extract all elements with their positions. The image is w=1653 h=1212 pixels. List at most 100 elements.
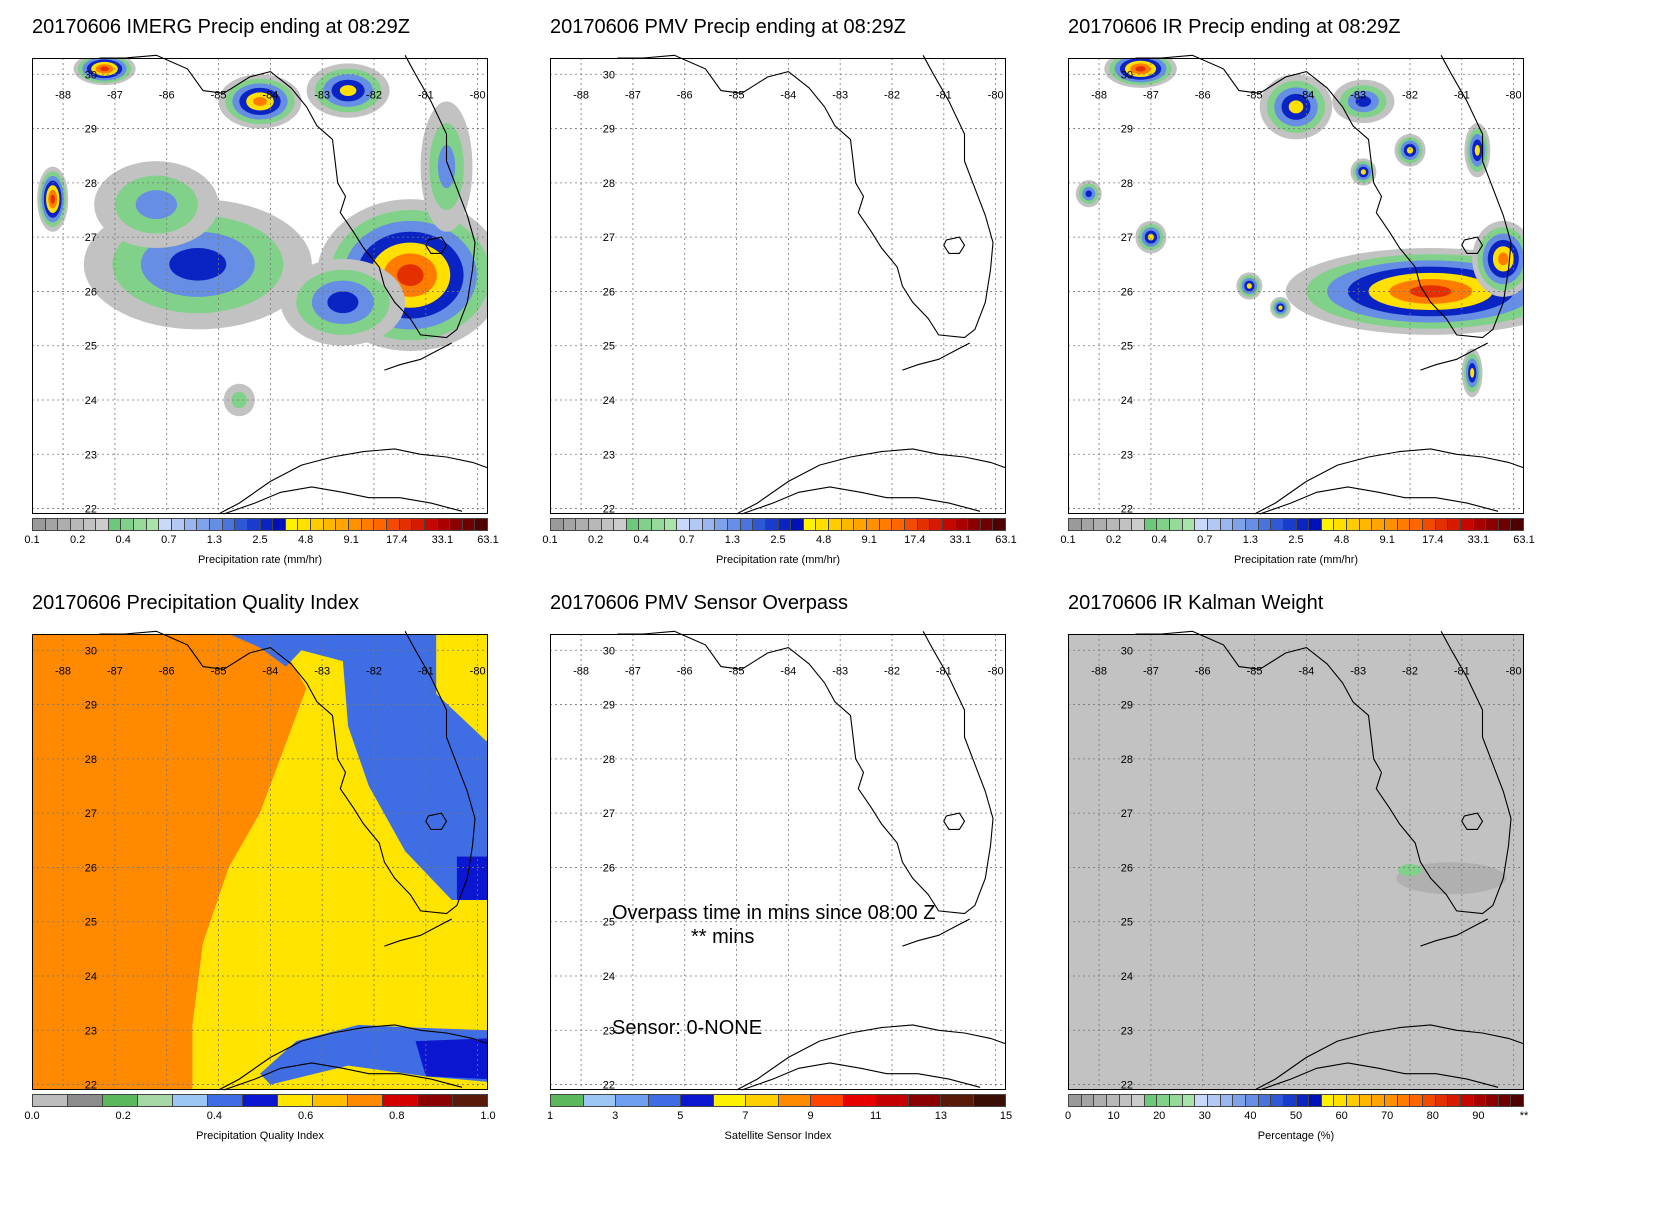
precip-cell [339, 85, 357, 96]
colorbar-swatch [601, 519, 615, 530]
lat-label: 25 [85, 917, 97, 929]
colorbar-swatch [1448, 1095, 1461, 1106]
colorbar-swatch [1498, 519, 1512, 530]
precip-cell [1288, 100, 1304, 114]
colorbar-swatch [1144, 519, 1158, 530]
florida-keys [1420, 342, 1488, 371]
panel-title: 20170606 Precipitation Quality Index [32, 592, 359, 614]
graticule [550, 58, 1006, 514]
lon-label: -84 [262, 666, 278, 678]
colorbar-swatch [930, 519, 943, 530]
lon-label: -83 [832, 666, 848, 678]
quality-region-orange [32, 634, 307, 1090]
kalman-field [1068, 634, 1524, 1090]
precip-cell [253, 96, 267, 106]
colorbar-swatch [450, 519, 463, 530]
colorbar-swatch [639, 519, 653, 530]
colorbar-swatch [349, 519, 362, 530]
colorbar-swatch [778, 519, 792, 530]
panel-title: 20170606 PMV Precip ending at 08:29Z [550, 16, 906, 38]
coastline [1135, 54, 1525, 515]
colorbar-swatch [811, 1095, 844, 1106]
lat-label: 28 [603, 754, 615, 766]
colorbar-swatch [993, 519, 1006, 530]
colorbar-tick-label: 40 [1244, 1110, 1257, 1122]
colorbar-swatch [854, 519, 868, 530]
sensor-annotation: Sensor: 0-NONE [612, 1017, 763, 1039]
precip-cell [1410, 285, 1452, 298]
colorbar-swatch [1132, 1095, 1145, 1106]
colorbar-swatch [803, 519, 817, 530]
lat-label: 29 [85, 124, 97, 136]
colorbar-swatch [1486, 519, 1499, 530]
colorbar-tick-label: 1.3 [724, 534, 741, 546]
colorbar-swatch [980, 519, 994, 530]
colorbar-tick-label: 0.6 [297, 1110, 314, 1122]
map-kalman-weight: -88 -87 -86 -85 -84 -83 -82 -81 -80 30 29 28 27 26 25 2… [1068, 630, 1525, 1092]
colorbar-swatch [1182, 1095, 1196, 1106]
colorbar-swatch [1309, 1095, 1322, 1106]
colorbar-swatch [374, 519, 387, 530]
lon-label: -88 [573, 666, 589, 678]
colorbar-swatch [1422, 1095, 1436, 1106]
cuba-north-coast [736, 1024, 1007, 1091]
colorbar-swatch [1385, 1095, 1398, 1106]
panel-quality-index: 20170606 Precipitation Quality Index -88… [24, 592, 552, 1192]
lon-label: -81 [936, 666, 952, 678]
panel-title: 20170606 PMV Sensor Overpass [550, 592, 848, 614]
coastline [617, 630, 1007, 1091]
lon-label: -87 [625, 666, 641, 678]
colorbar-tick-label: 63.1 [477, 534, 499, 546]
florida-keys [384, 918, 452, 947]
precip-cell [135, 190, 178, 220]
cuba-south-coast [1259, 1062, 1499, 1091]
colorbar-swatch [159, 519, 173, 530]
lon-label: -80 [470, 90, 486, 102]
lon-label: -83 [314, 666, 330, 678]
florida-keys [902, 918, 970, 947]
lat-label: 23 [85, 449, 97, 461]
lon-label: -80 [988, 666, 1004, 678]
colorbar-swatch [879, 519, 893, 530]
colorbar-swatch [462, 519, 476, 530]
colorbar-swatch [727, 519, 741, 530]
lat-label: 30 [1121, 645, 1133, 657]
colorbar [550, 1094, 1006, 1107]
colorbar-tick-label: 70 [1381, 1110, 1394, 1122]
colorbar-swatch [68, 1095, 103, 1106]
lat-label: 29 [603, 124, 615, 136]
colorbar-swatch [1170, 1095, 1183, 1106]
colorbar-tick-label: 9.1 [343, 534, 359, 546]
precip-cell [1360, 169, 1366, 175]
colorbar-swatch [208, 1095, 243, 1106]
colorbar-swatch [551, 519, 564, 530]
map-imerg-precip: -88 -87 -86 -85 -84 -83 -82 -81 -80 30 29 28 27 26 25 2… [32, 54, 489, 516]
lat-label: 29 [85, 700, 97, 712]
colorbar-tick-label: 4.8 [815, 534, 832, 546]
lat-label: 27 [85, 232, 97, 244]
colorbar-swatch [184, 519, 198, 530]
lon-label: -87 [1143, 666, 1159, 678]
graticule [550, 634, 1006, 1090]
lon-label: -85 [1247, 666, 1263, 678]
colorbar-tick-label: 17.4 [1422, 534, 1444, 546]
colorbar-tick-label: 63.1 [995, 534, 1017, 546]
colorbar-swatch [1410, 1095, 1423, 1106]
colorbar-swatch [134, 519, 147, 530]
colorbar-swatch [876, 1095, 909, 1106]
colorbar-label: Precipitation rate (mm/hr) [197, 554, 323, 566]
colorbar-tick-label: 1.3 [1242, 534, 1259, 546]
colorbar-swatch [973, 1095, 1005, 1106]
lon-label: -85 [1247, 90, 1263, 102]
colorbar-swatch [1119, 1095, 1133, 1106]
colorbar-swatch [908, 1095, 941, 1106]
colorbar-swatch [626, 519, 640, 530]
colorbar-swatch [453, 1095, 487, 1106]
axis-labels: -88 -87 -86 -85 -84 -83 -82 -81 -80 30 29 28 27 26 25 2… [55, 69, 485, 515]
cuba-south-coast [741, 486, 981, 515]
colorbar-tick-label: 0.4 [206, 1110, 223, 1122]
colorbar-swatch [648, 1095, 681, 1106]
lon-label: -85 [729, 666, 745, 678]
colorbar-swatch [96, 519, 109, 530]
colorbar [1068, 518, 1524, 531]
